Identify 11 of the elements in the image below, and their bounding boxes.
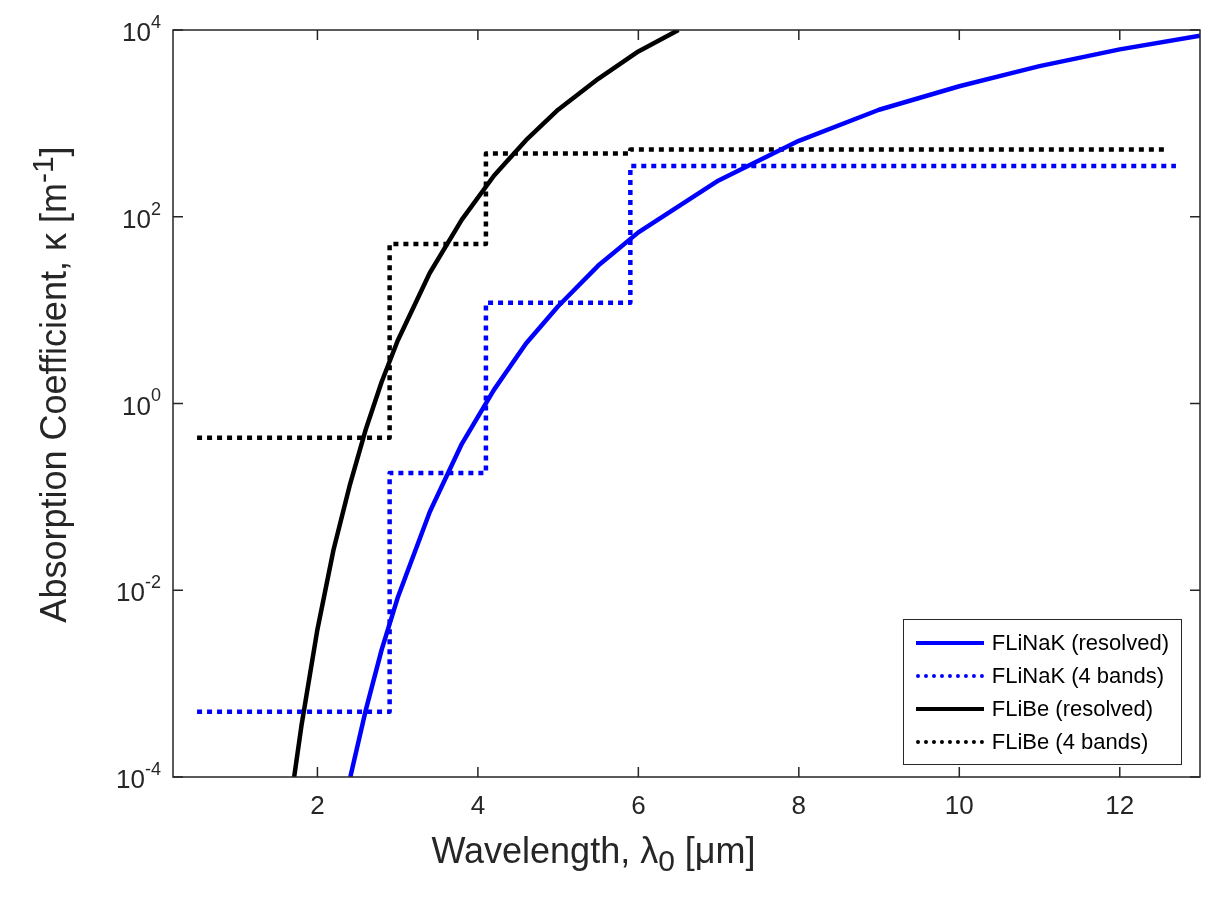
x-tick-label: 4 xyxy=(470,790,486,821)
x-tick-label: 2 xyxy=(310,790,325,821)
x-tick-label: 12 xyxy=(1105,790,1135,821)
legend-label: FLiBe (4 bands) xyxy=(991,728,1149,755)
legend-label: FLiNaK (4 bands) xyxy=(991,662,1165,689)
x-tick-label: 6 xyxy=(631,790,646,821)
x-tick-label: 10 xyxy=(944,790,974,821)
x-axis-title: Wavelength, λ$_{0}$ [μm] xyxy=(430,830,757,879)
x-tick-label: 8 xyxy=(791,790,807,821)
legend-label: FLiBe (resolved) xyxy=(991,695,1154,722)
legend-label: FLiNaK (resolved) xyxy=(991,629,1169,656)
